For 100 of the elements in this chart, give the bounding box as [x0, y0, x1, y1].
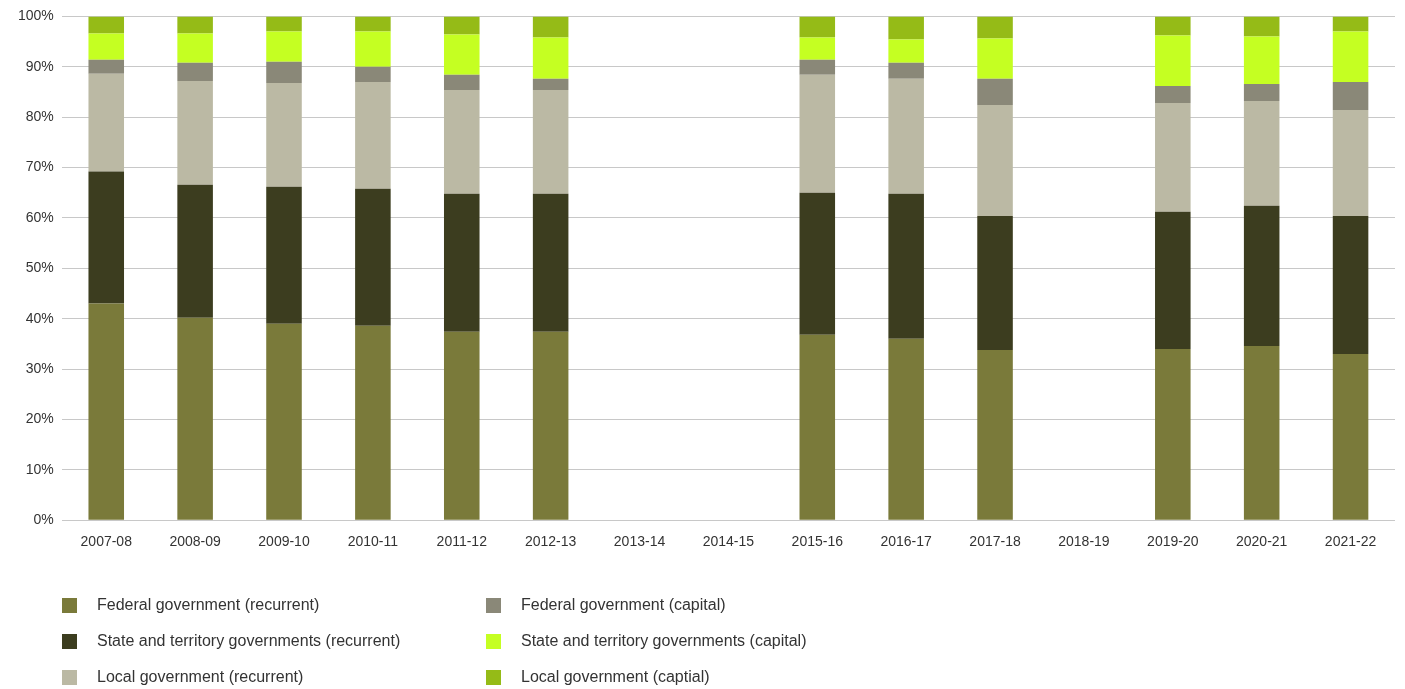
- bar: [799, 37, 836, 60]
- bar: [799, 59, 836, 75]
- y-tick-label: 60%: [25, 208, 54, 225]
- bar: [355, 31, 391, 67]
- y-tick-label: 0%: [33, 511, 54, 528]
- x-tick-label: 2013-14: [613, 533, 666, 550]
- bar: [1243, 16, 1280, 37]
- x-tick-label: 2015-16: [791, 533, 844, 550]
- bar: [532, 89, 569, 194]
- bar: [532, 16, 569, 38]
- bar: [177, 317, 213, 520]
- x-tick-label: 2018-19: [1058, 533, 1110, 550]
- bar: [1155, 85, 1191, 104]
- bar: [977, 78, 1013, 106]
- legend-label: State and territory governments (recurrent): [97, 632, 401, 650]
- bar: [888, 193, 924, 339]
- bar: [88, 33, 125, 60]
- y-tick-label: 70%: [25, 158, 54, 175]
- bar: [355, 66, 391, 82]
- bar: [443, 89, 480, 194]
- bar: [1332, 110, 1369, 216]
- legend-label: State and territory governments (capital): [521, 632, 807, 650]
- bar: [977, 16, 1013, 39]
- bar: [1155, 35, 1191, 86]
- x-tick-label: 2014-15: [702, 533, 755, 550]
- y-tick-label: 80%: [25, 108, 54, 125]
- bar: [799, 74, 836, 193]
- bar: [177, 62, 213, 81]
- bar: [532, 193, 569, 332]
- y-tick-label: 20%: [25, 410, 54, 427]
- x-tick-label: 2020-21: [1235, 533, 1288, 550]
- bar: [888, 78, 924, 194]
- bar: [1332, 215, 1369, 354]
- bar: [443, 34, 480, 75]
- bar: [443, 331, 480, 520]
- y-tick-label: 30%: [25, 359, 54, 376]
- bar: [1155, 16, 1191, 36]
- bar: [266, 186, 302, 324]
- bar: [177, 184, 213, 318]
- bar: [1155, 103, 1191, 212]
- y-tick-label: 90%: [25, 57, 54, 74]
- bar: [1243, 83, 1280, 102]
- bar: [355, 325, 391, 520]
- bar: [1155, 211, 1191, 349]
- x-tick-label: 2019-20: [1147, 533, 1199, 550]
- legend-label: Federal government (capital): [521, 596, 726, 614]
- bar: [88, 303, 125, 520]
- bar: [1243, 36, 1280, 84]
- bar: [88, 59, 125, 74]
- x-tick-label: 2009-10: [258, 533, 310, 550]
- bar: [977, 38, 1013, 79]
- bar: [88, 73, 125, 172]
- bar: [443, 16, 480, 35]
- bar: [266, 323, 302, 520]
- y-tick-label: 10%: [25, 460, 54, 477]
- x-tick-label: 2010-11: [347, 533, 399, 550]
- x-tick-label: 2007-08: [80, 533, 133, 550]
- bar: [266, 31, 302, 62]
- bar: [88, 16, 125, 34]
- x-tick-label: 2008-09: [169, 533, 222, 550]
- bar: [1155, 348, 1191, 520]
- legend-label: Local government (recurrent): [97, 668, 304, 686]
- bar: [532, 331, 569, 520]
- bar: [977, 349, 1013, 520]
- bar: [266, 16, 302, 32]
- bar: [443, 193, 480, 332]
- x-tick-label: 2021-22: [1324, 533, 1377, 550]
- bar: [177, 33, 213, 63]
- bar: [1332, 353, 1369, 520]
- legend-label: Federal government (recurrent): [97, 596, 320, 614]
- bar: [355, 16, 391, 32]
- y-tick-label: 100%: [17, 7, 54, 24]
- x-tick-label: 2012-13: [524, 533, 577, 550]
- bar: [1332, 16, 1369, 32]
- bar: [1332, 31, 1369, 82]
- bar: [1243, 101, 1280, 206]
- bar: [532, 78, 569, 90]
- bar: [88, 171, 125, 304]
- bar: [355, 81, 391, 189]
- bar: [977, 105, 1013, 216]
- y-tick-label: 40%: [25, 309, 54, 326]
- x-tick-label: 2016-17: [880, 533, 933, 550]
- x-tick-label: 2011-12: [436, 533, 488, 550]
- bar: [177, 80, 213, 185]
- bar: [443, 74, 480, 90]
- x-tick-label: 2017-18: [969, 533, 1021, 550]
- bar: [1243, 345, 1280, 520]
- bar: [799, 192, 836, 335]
- bar: [799, 16, 836, 38]
- bar: [799, 334, 836, 520]
- bar: [1332, 81, 1369, 111]
- bar: [355, 188, 391, 326]
- y-tick-label: 50%: [25, 259, 54, 276]
- bar: [977, 215, 1013, 350]
- bar: [532, 37, 569, 79]
- bar: [1243, 205, 1280, 346]
- bar: [888, 338, 924, 520]
- bar: [888, 39, 924, 63]
- legend-label: Local government (captial): [521, 668, 710, 686]
- bar: [888, 16, 924, 40]
